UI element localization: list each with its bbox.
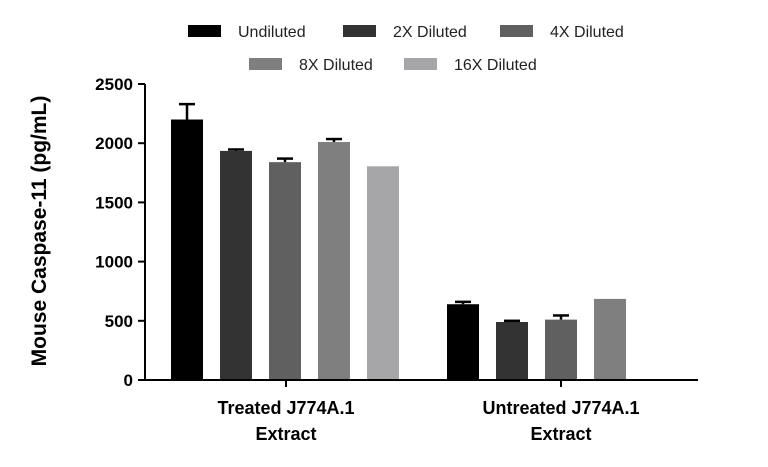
y-tick-label: 500 <box>105 312 133 331</box>
bar <box>594 298 626 380</box>
legend: Undiluted 2X Diluted 4X Diluted 8X Diluted 1… <box>188 24 624 74</box>
legend-swatch <box>500 25 533 37</box>
bar <box>545 319 577 380</box>
bars <box>171 119 626 381</box>
bar <box>318 142 350 380</box>
bar <box>171 119 203 381</box>
bar <box>269 162 301 380</box>
legend-label: 4X Diluted <box>550 24 624 41</box>
x-category-label: Untreated J774A.1 <box>482 398 639 418</box>
y-tick-label: 1500 <box>95 193 133 212</box>
legend-swatch <box>249 58 282 70</box>
legend-swatch <box>343 25 376 37</box>
legend-label: 16X Diluted <box>454 57 537 74</box>
y-tick-label: 2000 <box>95 134 133 153</box>
y-tick-label: 2500 <box>95 75 133 94</box>
legend-swatch <box>188 25 221 37</box>
x-category-label-line2: Extract <box>255 424 316 444</box>
y-tick-label: 1000 <box>95 253 133 272</box>
x-axis: Treated J774A.1 Extract Untreated J774A.1 E… <box>145 379 698 444</box>
legend-label: Undiluted <box>238 24 306 41</box>
bar <box>496 321 528 380</box>
error-bars <box>179 102 569 323</box>
x-category-label-line2: Extract <box>530 424 591 444</box>
legend-label: 8X Diluted <box>299 57 373 74</box>
y-axis: 0 500 1000 1500 2000 2500 <box>95 75 146 390</box>
bar <box>220 150 252 380</box>
legend-label: 2X Diluted <box>393 24 467 41</box>
bar <box>367 166 399 380</box>
bar <box>447 304 479 380</box>
y-axis-label: Mouse Caspase-11 (pg/mL) <box>28 96 51 367</box>
x-category-label: Treated J774A.1 <box>217 398 354 418</box>
legend-swatch <box>404 58 437 70</box>
y-tick-label: 0 <box>124 371 133 390</box>
